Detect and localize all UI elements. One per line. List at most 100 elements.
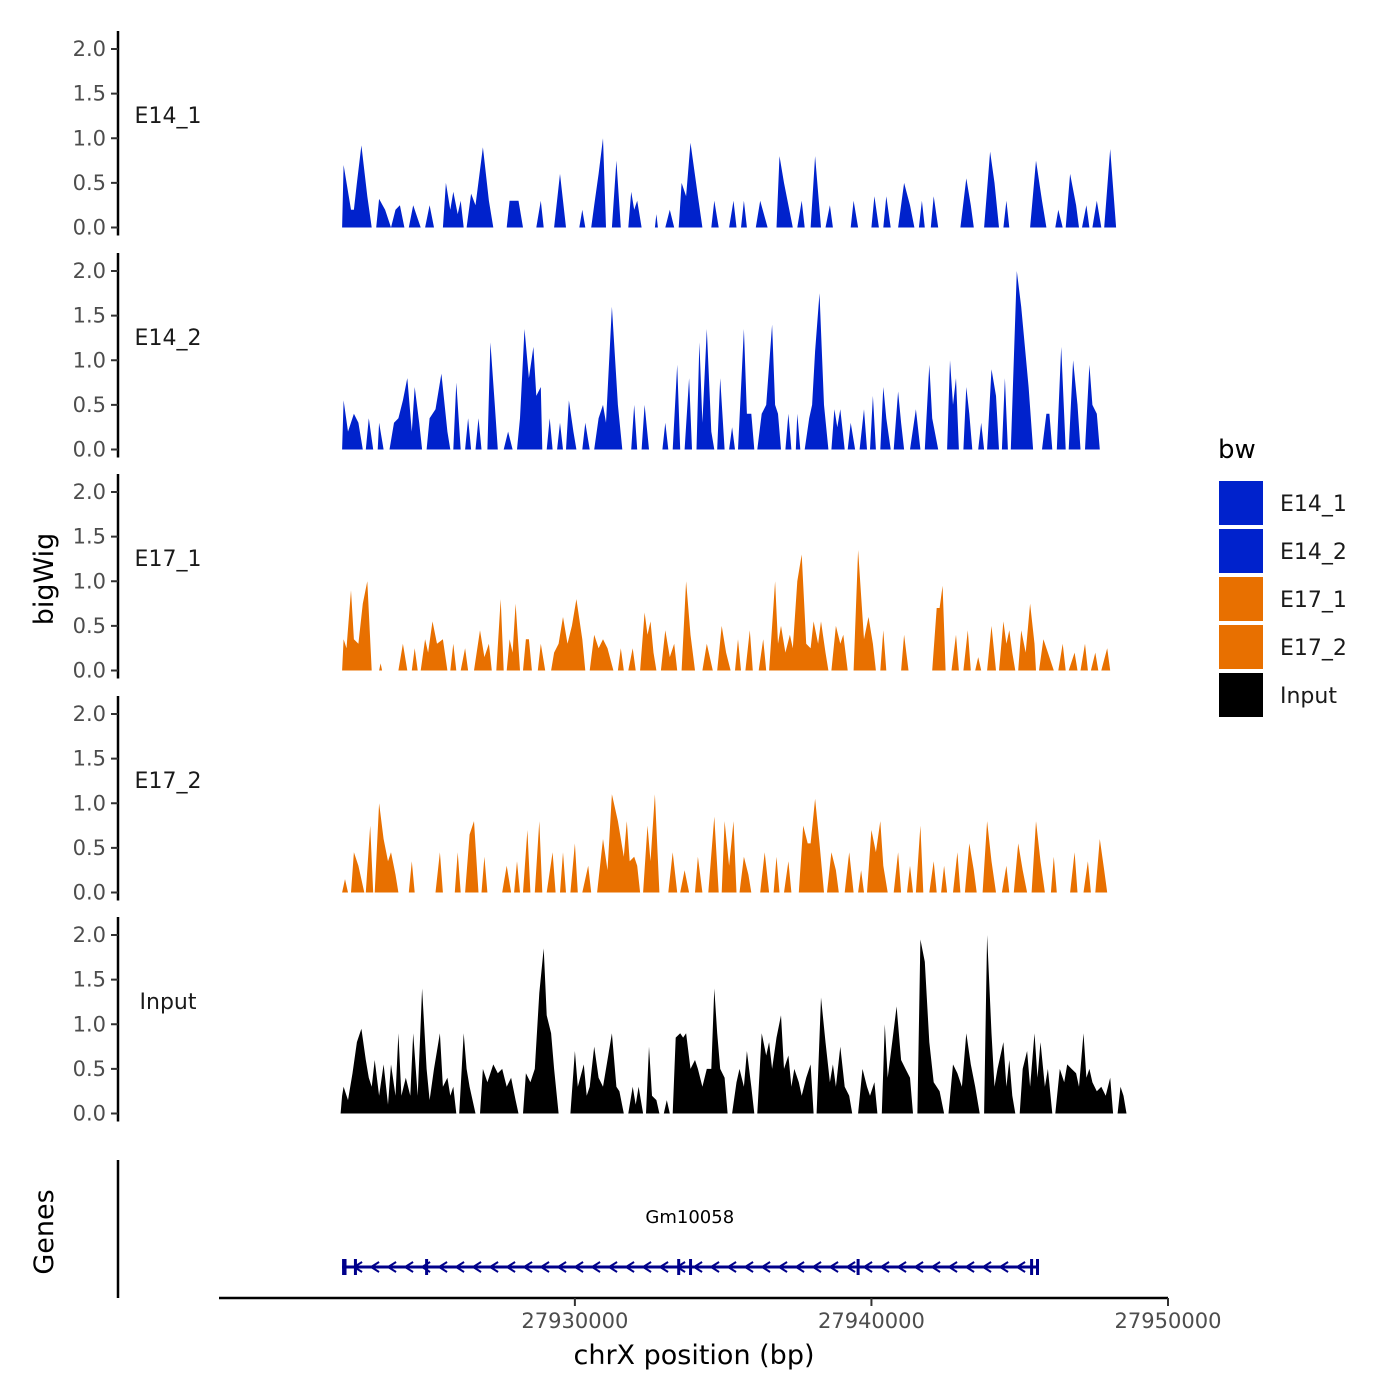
legend-swatch-E17_2: [1219, 625, 1263, 669]
strand-arrow: [488, 1261, 499, 1273]
strand-arrow: [760, 1261, 771, 1273]
signal-area-E17_1: [342, 550, 1111, 671]
y-tick-label: 2.0: [73, 480, 106, 504]
y-tick-label: 0.5: [73, 836, 106, 860]
strand-arrow: [828, 1261, 839, 1273]
track-label: E17_2: [135, 769, 202, 794]
strand-arrow: [845, 1261, 856, 1273]
y-tick-label: 1.0: [73, 791, 106, 815]
strand-arrow: [998, 1261, 1009, 1273]
y-tick-label: 0.0: [73, 216, 106, 240]
strand-arrow: [386, 1261, 397, 1273]
y-tick-label: 0.5: [73, 171, 106, 195]
y-tick-label: 0.0: [73, 659, 106, 683]
exon-block: [353, 1259, 357, 1275]
y-tick-label: 1.5: [73, 968, 106, 992]
strand-arrow: [896, 1261, 907, 1273]
exon-block: [689, 1259, 693, 1275]
y-tick-label: 0.0: [73, 1102, 106, 1126]
y-tick-label: 2.0: [73, 37, 106, 61]
x-tick-label: 27940000: [818, 1309, 925, 1333]
y-tick-label: 1.0: [73, 348, 106, 372]
y-tick-label: 0.5: [73, 393, 106, 417]
strand-arrow: [811, 1261, 822, 1273]
legend-label: E17_1: [1280, 588, 1347, 613]
y-tick-label: 0.0: [73, 881, 106, 905]
strand-arrow: [879, 1261, 890, 1273]
track-label: Input: [140, 990, 197, 1015]
strand-arrow: [369, 1261, 380, 1273]
gene-label: Gm10058: [645, 1207, 734, 1228]
strand-arrow: [726, 1261, 737, 1273]
x-axis: 27930000 27940000 27950000: [219, 1296, 1222, 1333]
exon-block: [342, 1259, 347, 1275]
strand-arrow: [947, 1261, 958, 1273]
strand-arrow: [522, 1261, 533, 1273]
y-tick-label: 1.5: [73, 747, 106, 771]
strand-arrow: [794, 1261, 805, 1273]
y-tick-label: 1.0: [73, 1012, 106, 1036]
strand-arrow: [624, 1261, 635, 1273]
y-tick-label: 2.0: [73, 702, 106, 726]
track-label: E14_2: [135, 326, 202, 351]
gene-track: Gm10058: [116, 1160, 1040, 1298]
y-tick-label: 1.5: [73, 525, 106, 549]
y-tick-label: 0.0: [73, 438, 106, 462]
gene-track-title: Genes: [29, 1189, 60, 1274]
track-Input: 0.0 0.5 1.0 1.5 2.0 Input: [73, 917, 1127, 1126]
legend-swatch-Input: [1219, 673, 1263, 717]
track-label: E14_1: [135, 104, 202, 129]
strand-arrow: [862, 1261, 873, 1273]
strand-arrow: [1015, 1261, 1026, 1273]
exon-block: [425, 1259, 429, 1275]
signal-area-Input: [340, 935, 1127, 1114]
track-panels: 0.0 0.5 1.0 1.5 2.0 E14_1 0.0 0.5 1.0 1.5 2.0 E14_2…: [73, 31, 1127, 1126]
y-tick-label: 0.5: [73, 1057, 106, 1081]
legend-swatch-E17_1: [1219, 577, 1263, 621]
y-tick-label: 2.0: [73, 259, 106, 283]
x-axis-title: chrX position (bp): [573, 1340, 814, 1371]
strand-arrow: [930, 1261, 941, 1273]
strand-arrow: [403, 1261, 414, 1273]
strand-arrow: [437, 1261, 448, 1273]
signal-area-E14_2: [342, 271, 1100, 450]
y-tick-label: 1.5: [73, 304, 106, 328]
legend-label: E14_2: [1280, 540, 1347, 565]
strand-arrow: [641, 1261, 652, 1273]
strand-arrow: [454, 1261, 465, 1273]
strand-arrow: [505, 1261, 516, 1273]
track-label: E17_1: [135, 547, 202, 572]
gene-Gm10058: Gm10058: [342, 1207, 1040, 1275]
x-tick-label: 27950000: [1115, 1309, 1222, 1333]
legend-title: bw: [1218, 435, 1256, 465]
legend-label: E17_2: [1280, 636, 1347, 661]
strand-arrow: [658, 1261, 669, 1273]
exon-block: [677, 1259, 681, 1275]
signal-area-E17_2: [342, 794, 1108, 893]
legend-label: Input: [1280, 684, 1337, 709]
y-tick-label: 0.5: [73, 614, 106, 638]
track-E14_2: 0.0 0.5 1.0 1.5 2.0 E14_2: [73, 253, 1100, 462]
strand-arrow: [607, 1261, 618, 1273]
track-E17_2: 0.0 0.5 1.0 1.5 2.0 E17_2: [73, 696, 1108, 905]
strand-arrow: [777, 1261, 788, 1273]
y-tick-label: 1.0: [73, 569, 106, 593]
y-tick-label: 1.5: [73, 82, 106, 106]
strand-arrow: [590, 1261, 601, 1273]
strand-arrow: [539, 1261, 550, 1273]
track-E14_1: 0.0 0.5 1.0 1.5 2.0 E14_1: [73, 31, 1120, 240]
exon-block: [1030, 1259, 1034, 1275]
y-tick-label: 2.0: [73, 923, 106, 947]
y-tick-label: 1.0: [73, 126, 106, 150]
signal-area-E14_1: [342, 138, 1120, 228]
track-E17_1: 0.0 0.5 1.0 1.5 2.0 E17_1: [73, 474, 1111, 683]
legend-label: E14_1: [1280, 492, 1347, 517]
y-axis-title: bigWig: [29, 533, 60, 626]
strand-arrow: [573, 1261, 584, 1273]
strand-arrow: [964, 1261, 975, 1273]
legend-swatch-E14_1: [1219, 481, 1263, 525]
strand-arrow: [556, 1261, 567, 1273]
strand-arrow: [709, 1261, 720, 1273]
strand-arrow: [913, 1261, 924, 1273]
